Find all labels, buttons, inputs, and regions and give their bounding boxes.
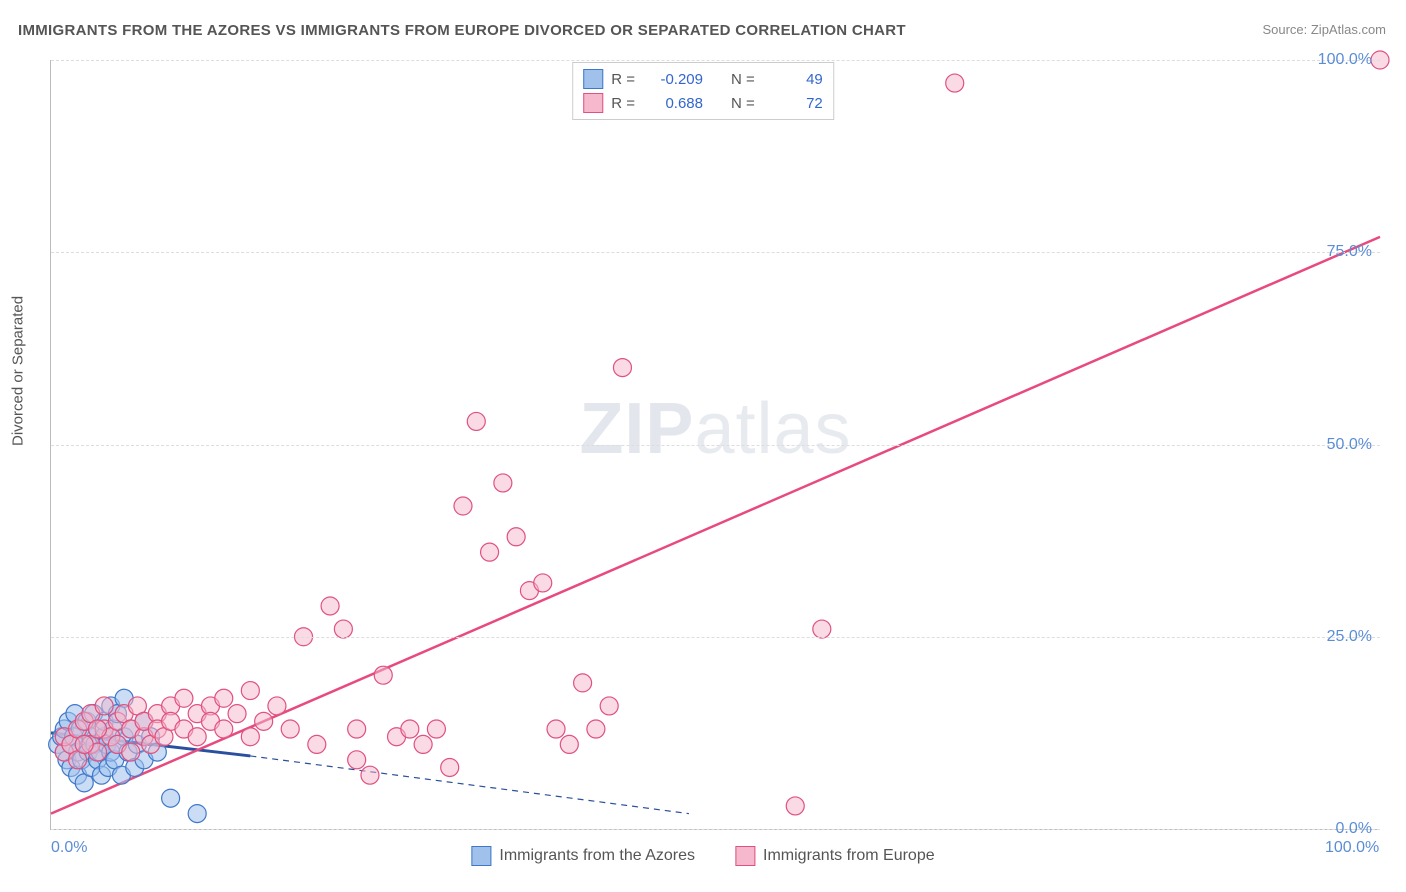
data-point-europe	[188, 728, 206, 746]
data-point-europe	[786, 797, 804, 815]
data-point-europe	[481, 543, 499, 561]
n-value: 49	[763, 71, 823, 88]
n-label: N =	[731, 95, 755, 112]
data-point-europe	[613, 359, 631, 377]
data-point-europe	[228, 705, 246, 723]
legend-stats-row: R = 0.688 N = 72	[583, 91, 823, 115]
data-point-europe	[255, 712, 273, 730]
data-point-europe	[241, 728, 259, 746]
data-point-azores	[162, 789, 180, 807]
y-tick-label: 100.0%	[1318, 51, 1372, 69]
y-tick-label: 25.0%	[1327, 628, 1372, 646]
data-point-europe	[494, 474, 512, 492]
plot-area: ZIPatlas 0.0%25.0%50.0%75.0%100.0%0.0%10…	[50, 60, 1380, 830]
legend-item-azores: Immigrants from the Azores	[471, 846, 695, 866]
legend-swatch-azores	[583, 69, 603, 89]
x-tick-label: 100.0%	[1325, 839, 1379, 857]
legend-label: Immigrants from the Azores	[499, 847, 695, 865]
data-point-europe	[215, 689, 233, 707]
data-point-europe	[587, 720, 605, 738]
data-point-europe	[268, 697, 286, 715]
data-point-europe	[534, 574, 552, 592]
source-label: Source: ZipAtlas.com	[1262, 22, 1386, 37]
data-point-europe	[348, 751, 366, 769]
data-point-europe	[89, 720, 107, 738]
data-point-europe	[175, 689, 193, 707]
data-point-europe	[547, 720, 565, 738]
data-point-europe	[122, 743, 140, 761]
data-point-europe	[441, 758, 459, 776]
legend-swatch-azores	[471, 846, 491, 866]
n-label: N =	[731, 71, 755, 88]
data-point-europe	[215, 720, 233, 738]
legend-swatch-europe	[583, 93, 603, 113]
r-label: R =	[611, 95, 635, 112]
data-point-europe	[507, 528, 525, 546]
data-point-europe	[281, 720, 299, 738]
data-point-azores	[188, 805, 206, 823]
data-point-europe	[308, 735, 326, 753]
data-point-europe	[427, 720, 445, 738]
data-point-europe	[361, 766, 379, 784]
y-tick-label: 0.0%	[1336, 820, 1372, 838]
regression-line-europe	[51, 237, 1380, 814]
y-tick-label: 75.0%	[1327, 243, 1372, 261]
data-point-europe	[813, 620, 831, 638]
data-point-europe	[321, 597, 339, 615]
data-point-europe	[600, 697, 618, 715]
data-point-europe	[95, 697, 113, 715]
y-tick-label: 50.0%	[1327, 436, 1372, 454]
data-point-europe	[75, 735, 93, 753]
data-point-europe	[374, 666, 392, 684]
chart-container: IMMIGRANTS FROM THE AZORES VS IMMIGRANTS…	[0, 0, 1406, 892]
data-point-europe	[467, 412, 485, 430]
data-point-europe	[414, 735, 432, 753]
legend-item-europe: Immigrants from Europe	[735, 846, 935, 866]
data-point-europe	[241, 682, 259, 700]
data-point-europe	[560, 735, 578, 753]
legend-stats: R = -0.209 N = 49 R = 0.688 N = 72	[572, 62, 834, 120]
r-label: R =	[611, 71, 635, 88]
legend-series: Immigrants from the Azores Immigrants fr…	[471, 846, 934, 866]
n-value: 72	[763, 95, 823, 112]
data-point-europe	[348, 720, 366, 738]
legend-stats-row: R = -0.209 N = 49	[583, 67, 823, 91]
regression-line-dash-azores	[250, 756, 689, 814]
chart-title: IMMIGRANTS FROM THE AZORES VS IMMIGRANTS…	[18, 22, 906, 39]
legend-label: Immigrants from Europe	[763, 847, 935, 865]
legend-swatch-europe	[735, 846, 755, 866]
x-tick-label: 0.0%	[51, 839, 87, 857]
y-axis-label: Divorced or Separated	[10, 296, 27, 446]
data-point-europe	[946, 74, 964, 92]
data-point-europe	[454, 497, 472, 515]
data-point-europe	[334, 620, 352, 638]
data-point-europe	[574, 674, 592, 692]
r-value: 0.688	[643, 95, 703, 112]
data-point-europe	[401, 720, 419, 738]
r-value: -0.209	[643, 71, 703, 88]
